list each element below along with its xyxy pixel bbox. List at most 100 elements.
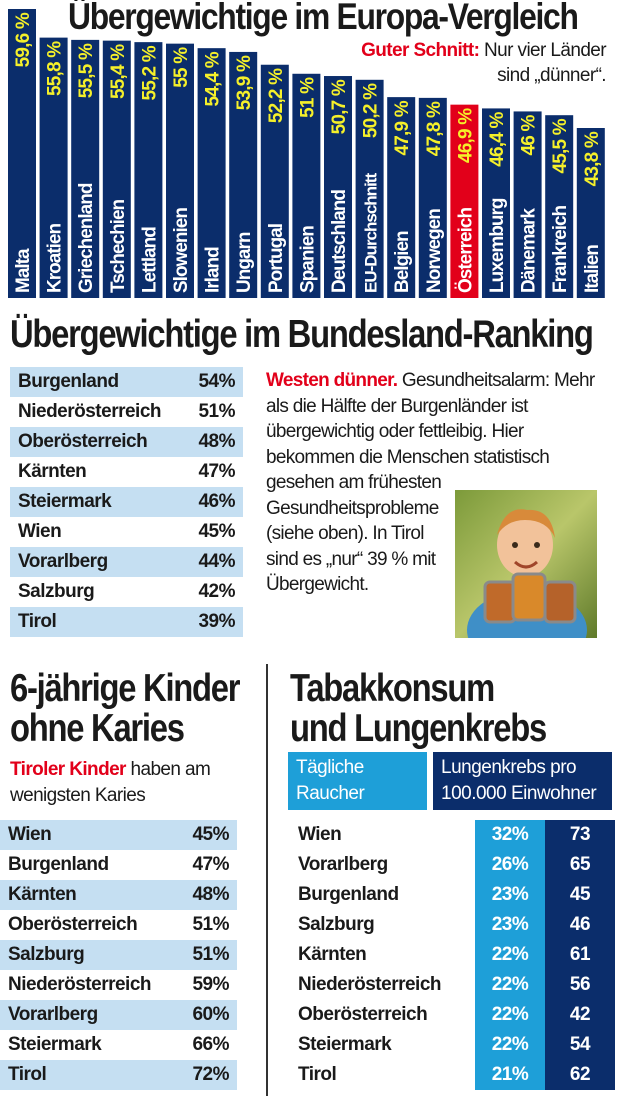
karies-subtitle-lead: Tiroler Kinder: [10, 759, 126, 780]
bar-category-label: EU-Durchschnitt: [362, 173, 381, 293]
tabak-row: Salzburg 23% 46: [288, 910, 618, 940]
karies-row: Burgenland 47%: [0, 850, 237, 880]
bar-category-label: Griechenland: [76, 183, 97, 293]
bar-value-label: 55,2 %: [139, 45, 160, 100]
bar-value-label: 54,4 %: [203, 51, 224, 106]
ranking-row: Wien 45%: [10, 517, 243, 547]
karies-row-value: 51%: [192, 944, 229, 965]
subtitle-text: Nur vier Länder sind „dünner“.: [484, 40, 607, 86]
tabak-row-name: Kärnten: [298, 944, 367, 965]
bar-category-label: Luxemburg: [487, 198, 508, 293]
karies-row-value: 51%: [192, 914, 229, 935]
karies-table: Wien 45% Burgenland 47% Kärnten 48% Oberösterr…: [0, 820, 237, 1090]
ranking-row-value: 42%: [198, 581, 235, 602]
ranking-row: Kärnten 47%: [10, 457, 243, 487]
bar-category-label: Italien: [582, 245, 603, 293]
tabak-row-smokers: 22%: [475, 1030, 545, 1060]
tabak-row: Kärnten 22% 61: [288, 940, 618, 970]
ranking-row: Steiermark 46%: [10, 487, 243, 517]
ranking-row-name: Salzburg: [18, 581, 95, 602]
ranking-row-value: 45%: [198, 521, 235, 542]
karies-row: Steiermark 66%: [0, 1030, 237, 1060]
tabak-table: Wien 32% 73 Vorarlberg 26% 65 Burgenland 23% 45 S…: [288, 820, 618, 1090]
ranking-row-value: 47%: [198, 461, 235, 482]
tabak-row-smokers: 23%: [475, 880, 545, 910]
ranking-row-value: 39%: [198, 611, 235, 632]
bar-category-label: Ungarn: [234, 232, 255, 293]
bar-1: [39, 37, 68, 299]
tabak-row: Tirol 21% 62: [288, 1060, 618, 1090]
tabak-row-cancer: 61: [545, 940, 615, 970]
bar-category-label: Frankreich: [550, 205, 571, 293]
ranking-row-name: Niederösterreich: [18, 401, 162, 422]
ranking-text-continued: gesehen am frühesten Gesundheitsprobleme…: [266, 472, 442, 595]
bar-7: [229, 51, 258, 299]
bar-category-label: Slowenien: [171, 208, 192, 293]
karies-row-value: 48%: [192, 884, 229, 905]
bar-value-label: 46 %: [519, 115, 540, 156]
ranking-row: Salzburg 42%: [10, 577, 243, 607]
tabak-row-name: Vorarlberg: [298, 854, 388, 875]
karies-subtitle: Tiroler Kinder haben am wenigsten Karies: [10, 757, 250, 809]
bar-category-label: Norwegen: [424, 209, 445, 293]
bar-category-label: Deutschland: [329, 190, 350, 293]
karies-row-name: Oberösterreich: [8, 914, 138, 935]
bar-4: [134, 42, 163, 299]
tabak-row-name: Burgenland: [298, 884, 399, 905]
tabak-row-cancer: 42: [545, 1000, 615, 1030]
bar-category-label: Tschechien: [108, 199, 129, 293]
karies-row-name: Niederösterreich: [8, 974, 152, 995]
tabak-row-cancer: 54: [545, 1030, 615, 1060]
bar-value-label: 52,2 %: [266, 68, 287, 123]
tabak-row: Vorarlberg 26% 65: [288, 850, 618, 880]
karies-row: Oberösterreich 51%: [0, 910, 237, 940]
bar-3: [102, 40, 131, 299]
ranking-row-value: 51%: [198, 401, 235, 422]
tabak-row: Niederösterreich 22% 56: [288, 970, 618, 1000]
ranking-row-value: 46%: [198, 491, 235, 512]
tabak-row: Oberösterreich 22% 42: [288, 1000, 618, 1030]
karies-row: Kärnten 48%: [0, 880, 237, 910]
bar-value-label: 43,8 %: [582, 131, 603, 186]
ranking-row-name: Wien: [18, 521, 62, 542]
bar-2: [71, 39, 100, 298]
karies-row-value: 72%: [192, 1064, 229, 1085]
karies-row-value: 60%: [192, 1004, 229, 1025]
tabak-title-line2: und Lungenkrebs: [290, 707, 547, 750]
tabak-row-smokers: 26%: [475, 850, 545, 880]
tabak-row-cancer: 65: [545, 850, 615, 880]
tabak-row-cancer: 62: [545, 1060, 615, 1090]
ranking-row-value: 44%: [198, 551, 235, 572]
child-photo: [455, 490, 597, 638]
karies-title-line2: ohne Karies: [10, 707, 185, 750]
tabak-row-cancer: 46: [545, 910, 615, 940]
bar-15: [482, 108, 510, 298]
bar-value-label: 46,4 %: [487, 112, 508, 167]
bar-value-label: 59,6 %: [13, 12, 34, 67]
tabak-row-name: Niederösterreich: [298, 974, 442, 995]
tabak-row: Steiermark 22% 54: [288, 1030, 618, 1060]
bar-value-label: 47,9 %: [392, 100, 413, 155]
bar-category-label: Irland: [203, 247, 224, 293]
ranking-text-body: Gesundheitsalarm: Mehr als die Hälfte de…: [266, 370, 595, 468]
bar-18: [576, 128, 605, 298]
ranking-row-name: Tirol: [18, 611, 57, 632]
tabak-row-name: Steiermark: [298, 1034, 392, 1055]
bar-category-label: Dänemark: [519, 208, 540, 293]
chart-title: Übergewichtige im Europa-Vergleich: [68, 0, 579, 37]
cancer-header: Lungenkrebs pro 100.000 Einwohner: [433, 752, 612, 810]
tabak-row-smokers: 21%: [475, 1060, 545, 1090]
tabak-row-cancer: 45: [545, 880, 615, 910]
bar-14: [450, 104, 479, 298]
karies-row-name: Vorarlberg: [8, 1004, 98, 1025]
karies-row-value: 47%: [192, 854, 229, 875]
tabak-row-name: Oberösterreich: [298, 1004, 428, 1025]
ranking-row-value: 54%: [198, 371, 235, 392]
bar-category-label: Malta: [13, 248, 34, 293]
bar-17: [545, 115, 574, 299]
bar-category-label: Kroatien: [45, 224, 66, 293]
ranking-table: Burgenland 54% Niederösterreich 51% Oberöste…: [10, 367, 243, 637]
bar-value-label: 55,8 %: [45, 41, 66, 96]
tabak-row-name: Salzburg: [298, 914, 375, 935]
karies-title-line1: 6-jährige Kinder: [10, 667, 241, 710]
